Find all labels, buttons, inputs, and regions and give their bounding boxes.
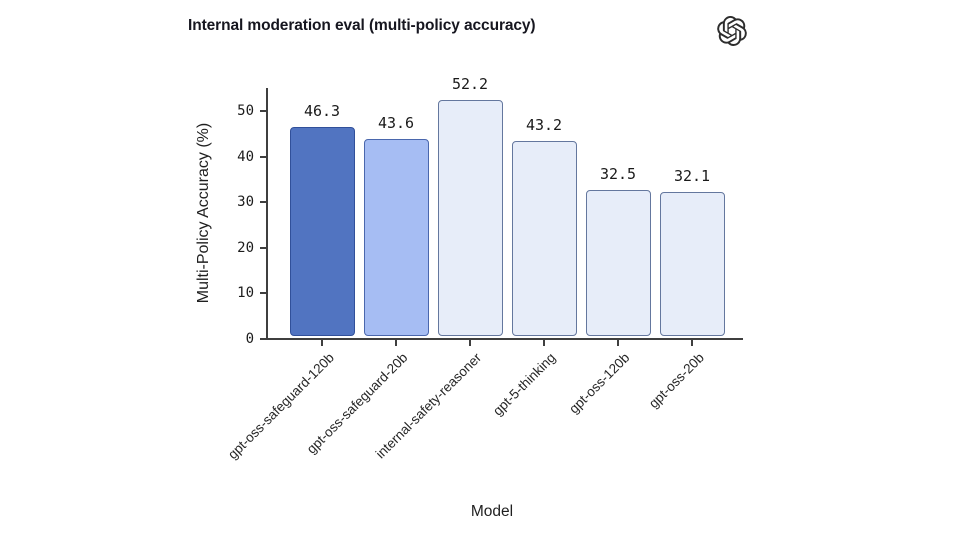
y-tick bbox=[260, 338, 266, 340]
y-tick-label: 50 bbox=[237, 103, 254, 119]
y-tick bbox=[260, 155, 266, 158]
bar-value-label: 43.2 bbox=[525, 116, 563, 134]
bar bbox=[659, 191, 725, 336]
y-tick-label: 10 bbox=[237, 285, 254, 302]
bar bbox=[289, 126, 355, 336]
y-tick-label: 20 bbox=[237, 239, 254, 256]
y-tick-label: 30 bbox=[237, 194, 254, 211]
y-tick bbox=[260, 110, 266, 112]
bar-value-label: 32.1 bbox=[673, 166, 711, 185]
y-tick-label: 40 bbox=[237, 148, 254, 165]
bar bbox=[585, 189, 651, 336]
y-tick-label: 0 bbox=[245, 331, 254, 347]
bar-value-label: 46.3 bbox=[303, 101, 341, 120]
y-tick bbox=[260, 201, 266, 204]
x-axis-line bbox=[266, 338, 743, 340]
openai-logo-icon bbox=[717, 16, 747, 47]
bar bbox=[511, 141, 577, 336]
chart-title: Internal moderation eval (multi-policy a… bbox=[188, 17, 536, 34]
x-category-label: gpt-oss-120b bbox=[566, 350, 633, 417]
y-tick bbox=[260, 292, 266, 295]
bar-value-label: 32.5 bbox=[599, 164, 637, 183]
x-tick bbox=[469, 340, 471, 346]
x-axis-title: Model bbox=[470, 503, 514, 520]
bar-value-label: 43.6 bbox=[377, 114, 415, 133]
x-category-label: gpt-5-thinking bbox=[490, 350, 559, 419]
y-axis-line bbox=[266, 88, 268, 340]
x-tick bbox=[321, 340, 323, 346]
bar bbox=[363, 139, 429, 336]
x-tick bbox=[617, 340, 619, 346]
bar bbox=[437, 99, 503, 336]
y-tick bbox=[260, 246, 266, 249]
x-tick bbox=[691, 340, 693, 346]
bar-value-label: 52.2 bbox=[451, 74, 489, 93]
x-tick bbox=[543, 340, 545, 346]
x-category-label: gpt-oss-20b bbox=[645, 350, 707, 412]
x-tick bbox=[395, 340, 397, 346]
y-axis-title: Multi-Policy Accuracy (%) bbox=[195, 122, 212, 304]
